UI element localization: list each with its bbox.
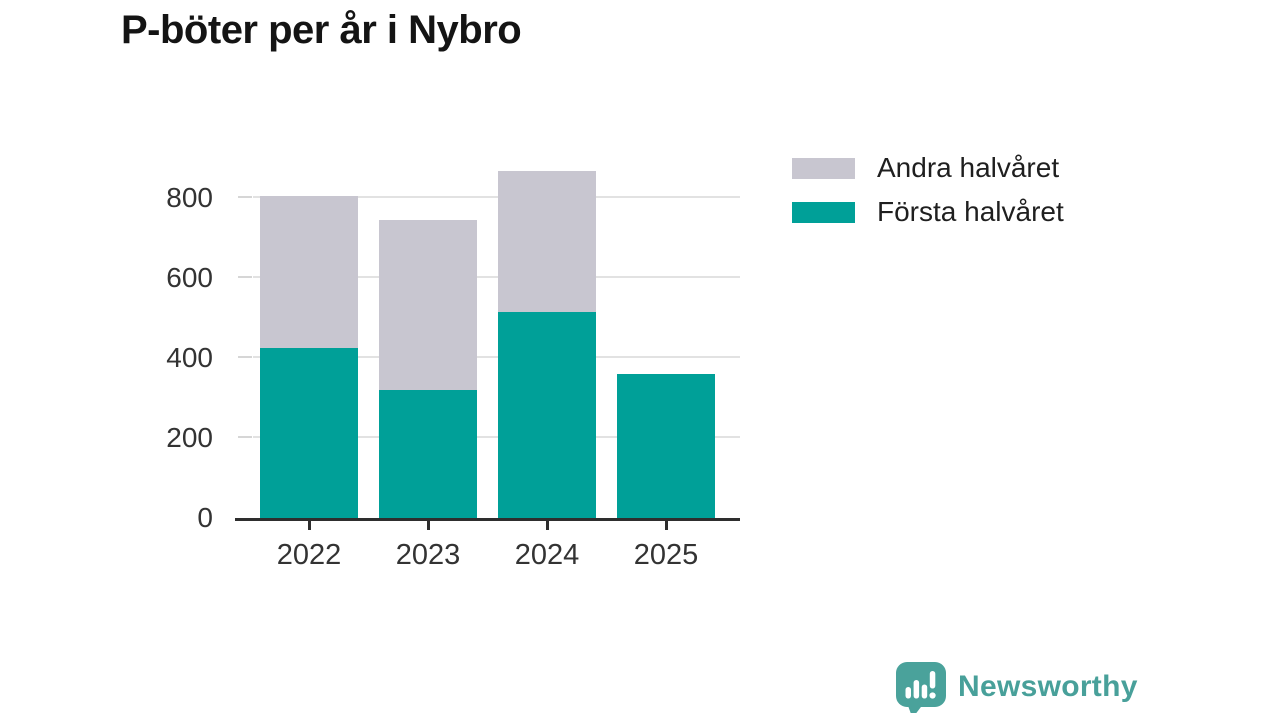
bar-2022-f-rsta-halv-ret	[260, 347, 358, 518]
legend-swatch-forsta	[792, 201, 855, 223]
bar-2024-andra-halv-ret	[498, 171, 596, 312]
bar-2024-f-rsta-halv-ret	[498, 311, 596, 518]
x-tick-label-2025: 2025	[633, 539, 699, 571]
bar-2022-andra-halv-ret	[260, 195, 358, 348]
y-tick-400	[238, 355, 252, 358]
gridline-400	[253, 355, 740, 358]
legend-label-andra: Andra halvåret	[877, 152, 1060, 183]
x-tick-label-2022: 2022	[276, 539, 342, 571]
y-tick-200	[238, 435, 252, 438]
y-tick-800	[238, 195, 252, 198]
newsworthy-logo-icon	[896, 662, 946, 713]
plot-area: 0 200 400 600 800 2022 2023 2024 2025	[166, 0, 740, 640]
legend: Andra halvåret Första halvåret	[792, 152, 1064, 227]
bar-2025-f-rsta-halv-ret	[617, 373, 715, 518]
x-tick-2022	[307, 521, 311, 530]
legend-item-forsta: Första halvåret	[792, 196, 1064, 227]
newsworthy-wordmark: Newsworthy	[958, 670, 1138, 703]
chart-title: P-böter per år i Nybro	[121, 8, 522, 52]
x-tick-label-2023: 2023	[395, 539, 461, 571]
gridline-200	[253, 435, 740, 438]
x-tick-2023	[426, 521, 430, 530]
y-tick-label-600: 600	[166, 261, 213, 293]
x-axis-line	[235, 518, 740, 521]
bar-2023-andra-halv-ret	[379, 219, 477, 390]
bar-2023-f-rsta-halv-ret	[379, 389, 477, 518]
x-tick-label-2024: 2024	[514, 539, 580, 571]
y-tick-label-800: 800	[166, 181, 213, 213]
y-tick-label-0: 0	[197, 502, 213, 533]
gridline-600	[253, 275, 740, 278]
y-tick-label-200: 200	[166, 421, 213, 453]
x-tick-2024	[545, 521, 549, 530]
gridline-800	[253, 195, 740, 198]
legend-swatch-andra	[792, 157, 855, 179]
x-tick-2025	[664, 521, 668, 530]
legend-label-forsta: Första halvåret	[877, 196, 1064, 227]
legend-item-andra: Andra halvåret	[792, 152, 1064, 183]
y-tick-600	[238, 275, 252, 278]
y-tick-label-400: 400	[166, 341, 213, 373]
newsworthy-logo: Newsworthy	[895, 661, 1138, 713]
